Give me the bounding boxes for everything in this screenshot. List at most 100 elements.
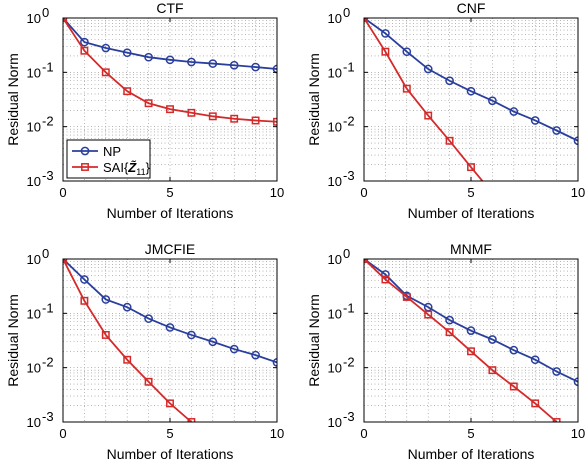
data-point xyxy=(80,296,89,305)
data-point xyxy=(489,190,495,196)
data-point xyxy=(144,99,153,108)
data-point xyxy=(509,107,519,116)
y-tick-label: 10 xyxy=(27,306,41,321)
chart-title: CTF xyxy=(156,0,183,16)
data-point xyxy=(424,310,433,319)
y-tick-exponent: -3 xyxy=(343,168,355,183)
tick-marks xyxy=(363,258,579,423)
data-point xyxy=(509,382,518,391)
y-tick-label: 10 xyxy=(27,174,41,189)
x-tick-label: 10 xyxy=(571,426,585,441)
tick-marks xyxy=(363,17,579,182)
y-tick-exponent: -3 xyxy=(42,168,54,183)
x-tick-label: 5 xyxy=(166,426,173,441)
y-tick-exponent: 0 xyxy=(343,5,350,20)
data-point xyxy=(488,96,497,106)
data-point xyxy=(381,29,390,38)
y-tick-exponent: -3 xyxy=(42,409,54,424)
data-point xyxy=(530,355,540,365)
data-point xyxy=(80,46,89,55)
data-point xyxy=(423,64,433,74)
data-point xyxy=(251,62,260,72)
x-axis-label: Number of Iterations xyxy=(107,205,234,221)
legend-np-label: NP xyxy=(103,144,121,159)
chart-title: MNMF xyxy=(450,241,492,257)
y-tick-exponent: -1 xyxy=(343,59,355,74)
y-tick-exponent: 0 xyxy=(42,5,49,20)
data-point xyxy=(573,377,578,387)
data-point xyxy=(208,337,218,347)
data-point xyxy=(467,163,475,172)
legend-box xyxy=(66,139,151,179)
y-tick-exponent: -2 xyxy=(343,355,355,370)
data-point xyxy=(445,328,454,337)
legend-np-marker xyxy=(80,146,90,156)
data-point xyxy=(101,295,111,304)
data-point xyxy=(144,52,153,62)
y-tick-label: 10 xyxy=(328,120,342,135)
y-tick-label: 10 xyxy=(328,11,342,26)
x-tick-label: 0 xyxy=(360,426,367,441)
series-line xyxy=(364,18,578,142)
y-tick-exponent: 0 xyxy=(343,246,350,261)
series-line xyxy=(364,259,558,422)
data-point xyxy=(402,47,412,57)
tick-marks xyxy=(62,258,278,423)
data-point xyxy=(424,111,433,120)
data-point xyxy=(530,116,540,125)
x-tick-label: 0 xyxy=(59,185,66,200)
y-tick-exponent: 0 xyxy=(42,246,49,261)
y-tick-exponent: -1 xyxy=(343,300,355,315)
data-point xyxy=(122,302,132,312)
x-axis-label: Number of Iterations xyxy=(408,446,535,462)
data-point xyxy=(445,136,454,145)
data-point xyxy=(445,76,454,86)
data-point xyxy=(144,377,153,386)
data-point xyxy=(166,105,174,114)
data-point xyxy=(165,55,175,65)
y-tick-label: 10 xyxy=(328,252,342,267)
y-tick-label: 10 xyxy=(27,65,41,80)
chart-title: CNF xyxy=(457,0,486,16)
y-tick-exponent: -2 xyxy=(42,114,54,129)
y-tick-label: 10 xyxy=(328,306,342,321)
data-point xyxy=(552,126,561,135)
data-point xyxy=(402,293,411,301)
data-point xyxy=(187,57,196,67)
data-point xyxy=(144,314,153,323)
data-point xyxy=(101,331,110,339)
x-axis-label: Number of Iterations xyxy=(408,205,535,221)
chart-title: JMCFIE xyxy=(145,241,196,257)
x-tick-label: 0 xyxy=(59,426,66,441)
data-point xyxy=(552,367,561,376)
data-point xyxy=(402,84,411,93)
data-point xyxy=(123,355,132,364)
data-point xyxy=(101,43,111,53)
x-tick-label: 10 xyxy=(270,426,284,441)
data-point xyxy=(80,37,89,47)
x-tick-label: 5 xyxy=(467,185,474,200)
series-line xyxy=(364,18,484,181)
data-point xyxy=(210,435,216,441)
series-np xyxy=(364,259,578,387)
x-tick-label: 0 xyxy=(360,185,367,200)
data-point xyxy=(381,270,390,279)
data-point xyxy=(381,275,390,284)
y-tick-exponent: -3 xyxy=(343,409,355,424)
y-tick-label: 10 xyxy=(328,361,342,376)
x-tick-label: 5 xyxy=(467,426,474,441)
data-point xyxy=(381,47,390,56)
data-point xyxy=(229,344,239,354)
y-tick-exponent: -2 xyxy=(343,114,355,129)
y-tick-label: 10 xyxy=(27,11,41,26)
grid xyxy=(63,259,277,422)
series-line xyxy=(63,18,277,70)
data-point xyxy=(208,112,217,121)
y-tick-label: 10 xyxy=(328,65,342,80)
data-point xyxy=(122,48,132,58)
series-sai xyxy=(364,18,495,196)
